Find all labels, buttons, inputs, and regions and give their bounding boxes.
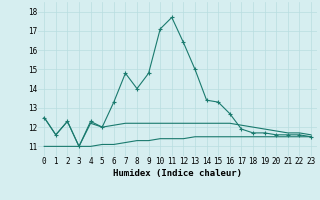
X-axis label: Humidex (Indice chaleur): Humidex (Indice chaleur) <box>113 169 242 178</box>
